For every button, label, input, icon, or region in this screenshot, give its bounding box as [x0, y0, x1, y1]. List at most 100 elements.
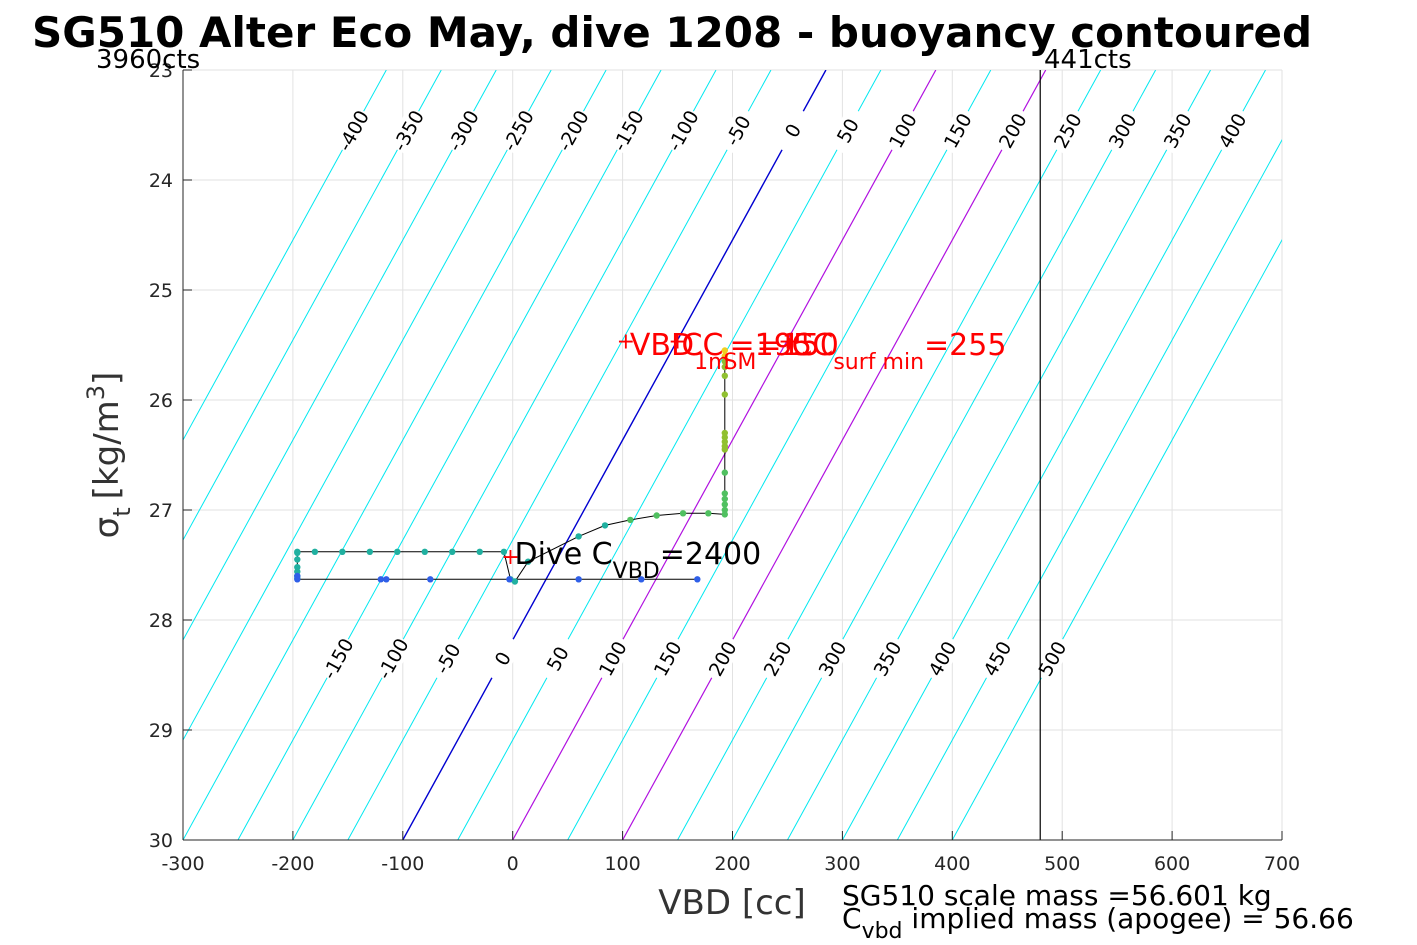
data-point	[721, 358, 729, 365]
contour-label-bg	[757, 633, 798, 684]
data-point	[679, 510, 687, 517]
x-axis-label: VBD [cc]	[658, 883, 806, 923]
data-point	[721, 501, 729, 508]
data-point	[601, 522, 609, 529]
data-point	[721, 490, 729, 497]
y-axis-label: σt [kg/m3]	[82, 372, 136, 539]
data-point	[377, 576, 385, 583]
x-tick-label: -100	[381, 853, 424, 875]
data-point	[294, 564, 301, 571]
data-point	[394, 548, 401, 555]
data-point	[427, 576, 434, 583]
contour-label-bg	[442, 105, 484, 156]
contour-line	[183, 70, 387, 442]
data-point	[694, 576, 701, 583]
y-tick-label: 30	[149, 830, 173, 852]
x-tick-label: 0	[507, 853, 519, 875]
contour-label-bg	[976, 633, 1018, 684]
contour-label-bg	[387, 105, 429, 156]
data-point	[705, 510, 712, 517]
contour-label-bg	[1102, 105, 1143, 156]
data-point	[500, 548, 508, 555]
data-point	[421, 548, 428, 555]
data-point	[638, 576, 645, 583]
contour-line	[677, 70, 1102, 840]
data-point	[721, 438, 729, 445]
data-points	[294, 347, 729, 585]
contour-label-bg	[647, 633, 688, 684]
annotation-label: VBD1m=195	[630, 328, 812, 375]
footer-c: C	[842, 902, 862, 935]
data-point	[383, 576, 390, 583]
red-plus-marker: +	[668, 330, 686, 355]
data-point	[294, 548, 301, 555]
contour-label-bg	[662, 105, 704, 156]
data-point	[511, 578, 519, 585]
contour-label-bg	[717, 105, 758, 156]
y-axis-subscript: t	[108, 507, 136, 516]
contour-line	[183, 70, 607, 840]
contour-label-bg	[882, 105, 923, 156]
contour-line	[183, 70, 497, 642]
contour-label-bg	[317, 633, 358, 684]
red-plus-marker: +	[778, 330, 796, 355]
data-point	[294, 572, 301, 580]
data-point	[721, 391, 729, 398]
footer-subscript: vbd	[862, 919, 903, 944]
y-tick-label: 26	[149, 390, 173, 412]
data-point	[721, 352, 729, 360]
data-point	[366, 548, 374, 555]
contour-line	[347, 70, 772, 840]
data-point	[721, 363, 729, 371]
footer-implied-mass: Cvbd implied mass (apogee) = 56.66	[842, 902, 1354, 944]
data-point	[721, 347, 729, 354]
contour-line	[183, 70, 442, 542]
data-point	[311, 548, 319, 555]
contour-label-bg	[866, 633, 908, 684]
data-point	[339, 548, 346, 555]
annotation-label: CCSM=150	[682, 328, 839, 375]
contour-label-bg	[607, 105, 649, 156]
footer-rest: implied mass (apogee) = 56.66	[903, 902, 1354, 935]
y-axis-unit: [kg/m	[87, 400, 127, 499]
axes	[182, 69, 1283, 841]
contour-label-bg	[537, 633, 578, 684]
y-tick-label: 27	[149, 500, 173, 522]
contour-label-bg	[772, 105, 813, 156]
y-tick-label: 25	[149, 280, 173, 302]
top-left-label: 3960cts	[96, 45, 200, 75]
data-point	[294, 568, 301, 575]
contour-line	[732, 70, 1157, 840]
contour-line	[237, 70, 662, 840]
footer-scale-mass: SG510 scale mass =56.601 kg	[842, 879, 1272, 912]
data-point	[653, 512, 660, 519]
annotation-label: Dive CVBD=2400	[515, 537, 762, 584]
x-tick-label: 700	[1264, 853, 1300, 875]
grid	[182, 69, 1283, 841]
contour-line	[402, 70, 827, 840]
y-tick-label: 23	[149, 60, 173, 82]
y-axis-close: ]	[87, 372, 127, 385]
red-plus-marker: +	[501, 545, 519, 570]
contour-label-bg	[427, 633, 468, 684]
contour-label-bg	[482, 633, 523, 684]
x-tick-label: 500	[1044, 853, 1080, 875]
data-point	[721, 434, 729, 441]
data-point	[721, 443, 729, 450]
data-point	[721, 511, 729, 518]
x-tick-label: -200	[271, 853, 314, 875]
contour-line	[292, 70, 717, 840]
annotation-label: CCsurf min=255	[791, 328, 1006, 375]
contour-label-bg	[921, 633, 963, 684]
contour-line	[457, 70, 882, 840]
buoyancy-contours	[183, 70, 1282, 840]
data-point	[721, 469, 729, 476]
contour-line	[622, 70, 1047, 840]
data-point	[627, 516, 634, 524]
contour-label-bg	[1212, 105, 1253, 156]
contour-label-bg	[372, 633, 413, 684]
red-plus-marker: +	[617, 330, 635, 355]
contour-label-bg	[827, 105, 868, 156]
data-point	[506, 576, 513, 583]
